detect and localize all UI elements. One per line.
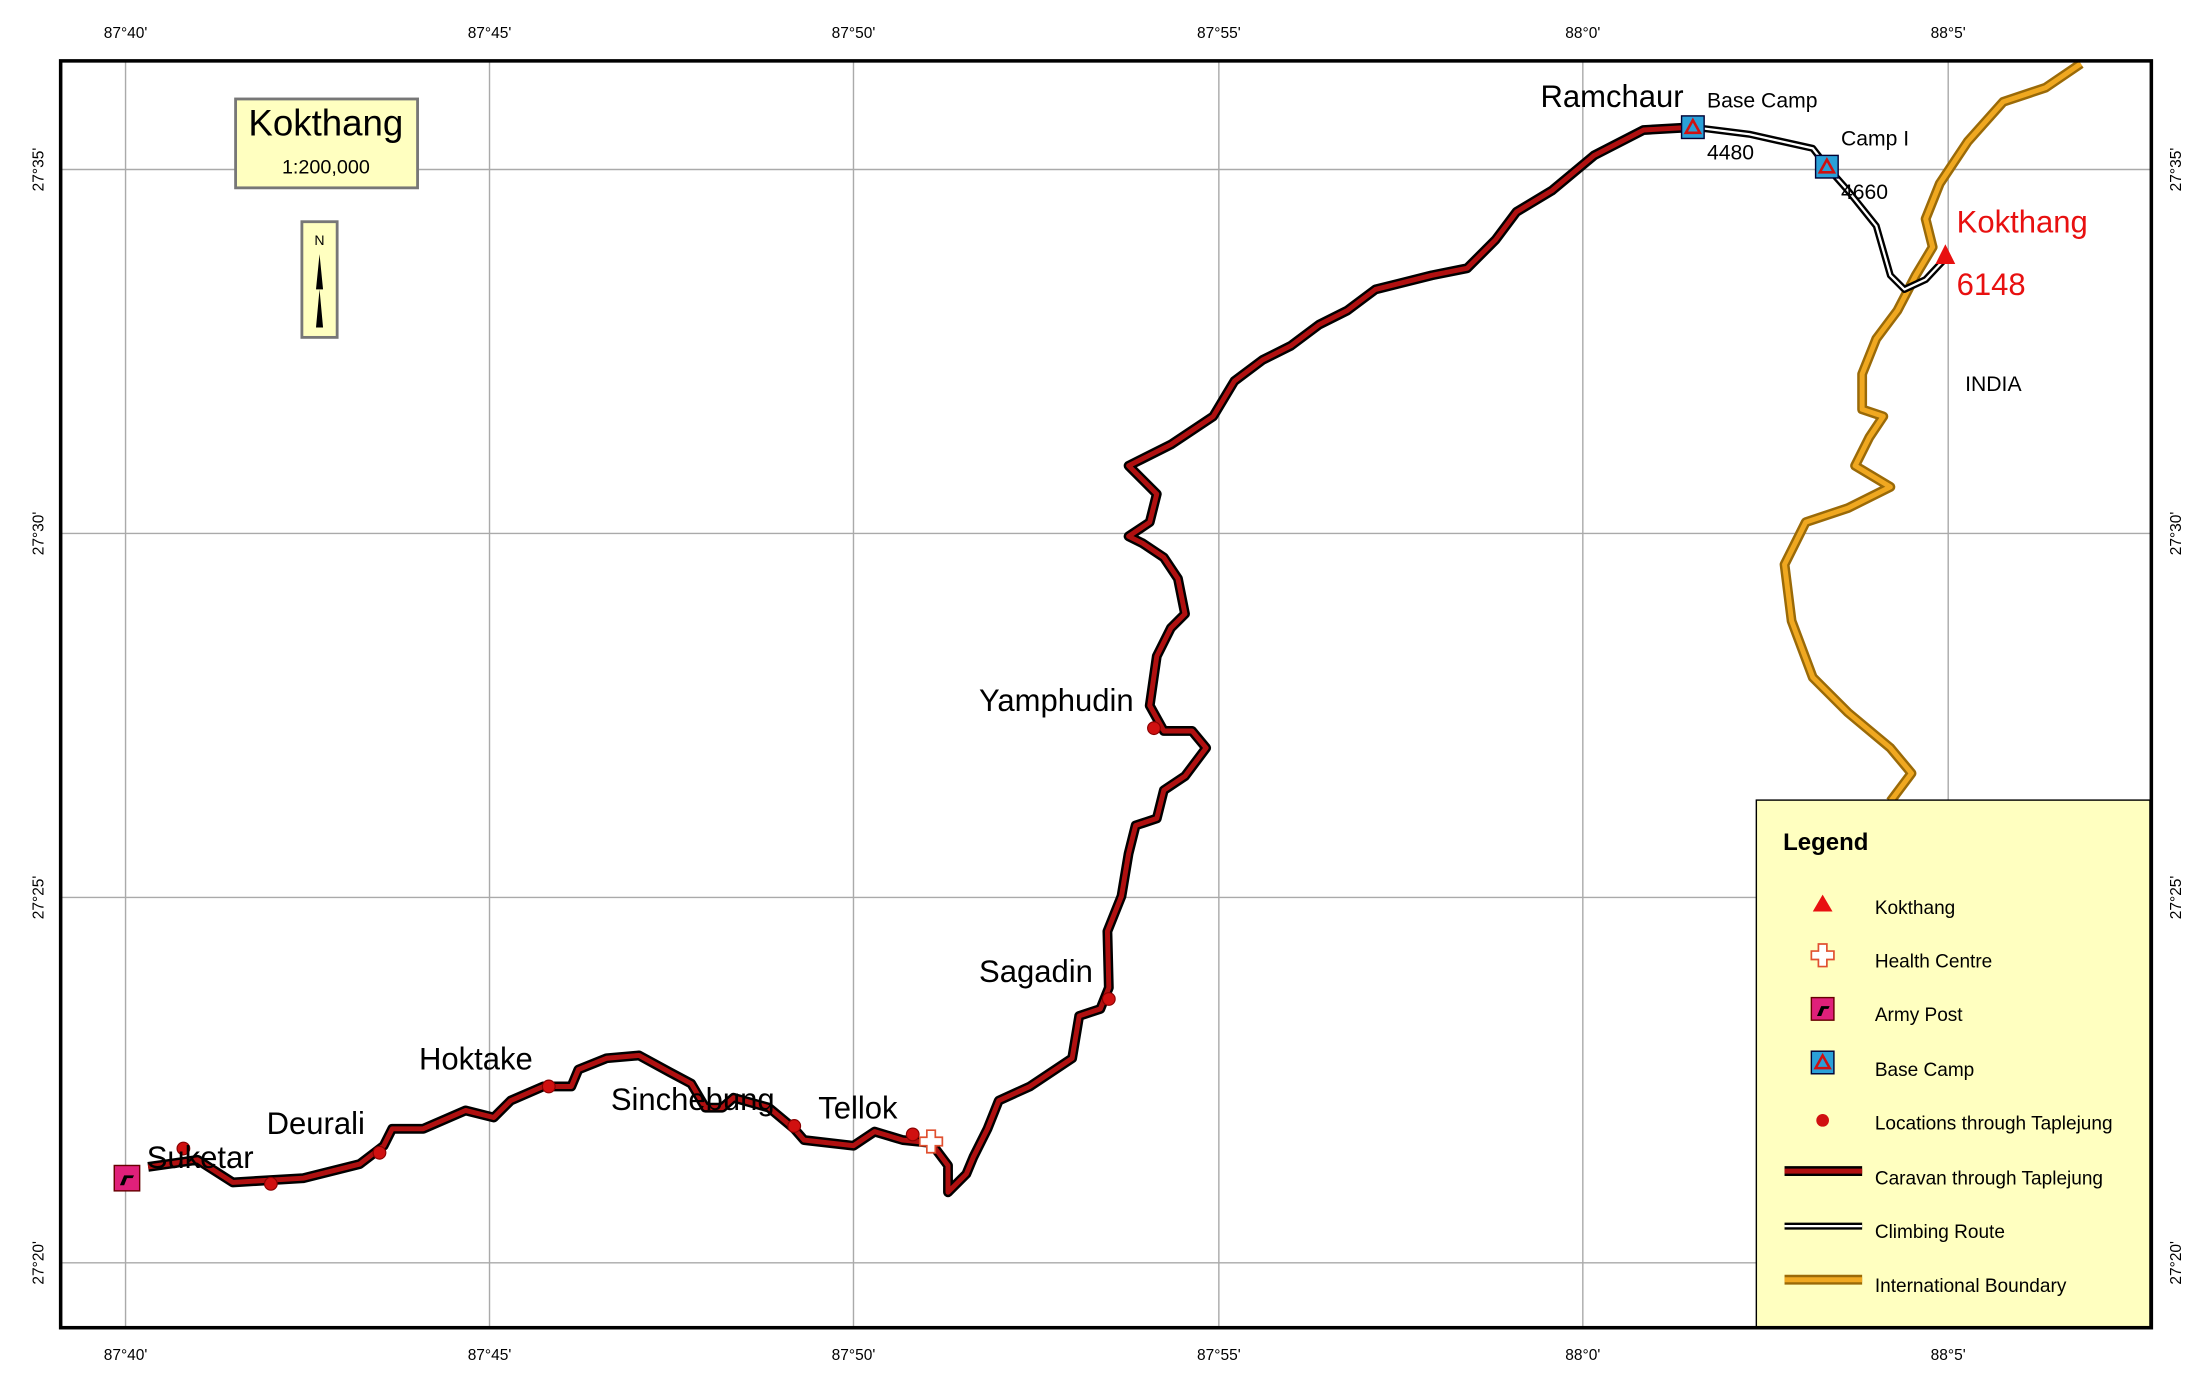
legend-item: Health Centre <box>1875 951 1992 972</box>
peak-elevation: 6148 <box>1957 267 2026 302</box>
longitude-label: 87°50' <box>832 25 876 42</box>
place-label: Hoktake <box>419 1041 533 1076</box>
camp-name: Camp I <box>1841 127 1909 150</box>
map-scale: 1:200,000 <box>282 156 370 178</box>
legend-item: Base Camp <box>1875 1060 1974 1081</box>
latitude-label: 27°20' <box>31 1241 48 1285</box>
north-arrow: N <box>300 220 339 339</box>
location-dots <box>176 721 1161 1191</box>
place-label: Tellok <box>818 1091 898 1126</box>
place-labels: Ramchaur Yamphudin Sagadin Tellok Sinche… <box>147 79 1684 1175</box>
legend-item: International Boundary <box>1875 1276 2067 1297</box>
legend-item: Climbing Route <box>1875 1222 2005 1243</box>
latitude-label: 27°35' <box>2168 148 2185 192</box>
climbing-route <box>1692 123 1950 293</box>
latitude-label: 27°35' <box>31 148 48 192</box>
longitude-labels: 87°40' 87°45' 87°50' 87°55' 88°0' 88°5' … <box>104 25 1966 1364</box>
camp-icons <box>1680 115 1839 179</box>
map-frame <box>58 59 2154 1330</box>
place-label: Suketar <box>147 1140 254 1175</box>
latitude-label: 27°30' <box>2168 512 2185 556</box>
place-label: Ramchaur <box>1541 79 1684 114</box>
peak-icon <box>1935 244 1956 265</box>
longitude-label: 88°0' <box>1565 1347 1600 1364</box>
place-label: Sagadin <box>979 954 1093 989</box>
legend-item: Locations through Taplejung <box>1875 1114 2113 1135</box>
title-box: Kokthang 1:200,000 <box>234 97 419 190</box>
country-label: INDIA <box>1965 373 2022 396</box>
latitude-labels: 27°35' 27°30' 27°25' 27°20' 27°35' 27°30… <box>31 148 2185 1285</box>
latitude-label: 27°20' <box>2168 1241 2185 1285</box>
longitude-label: 87°50' <box>832 1347 876 1364</box>
longitude-label: 87°40' <box>104 25 148 42</box>
longitude-label: 87°55' <box>1197 25 1241 42</box>
camp-elevation: 4480 <box>1707 142 1754 165</box>
legend-item: Army Post <box>1875 1005 1963 1026</box>
latitude-label: 27°25' <box>31 876 48 920</box>
latitude-label: 27°30' <box>31 512 48 556</box>
place-label: Yamphudin <box>979 683 1134 718</box>
longitude-label: 88°5' <box>1931 1347 1966 1364</box>
longitude-label: 88°5' <box>1931 25 1966 42</box>
peak-name: Kokthang <box>1957 205 2088 240</box>
longitude-label: 88°0' <box>1565 25 1600 42</box>
map-title: Kokthang <box>248 102 403 143</box>
latitude-label: 27°25' <box>2168 876 2185 920</box>
legend-item: Caravan through Taplejung <box>1875 1169 2103 1190</box>
army-post-icon <box>113 1164 141 1192</box>
camp-name: Base Camp <box>1707 89 1818 112</box>
place-label: Deurali <box>267 1106 365 1141</box>
longitude-label: 87°55' <box>1197 1347 1241 1364</box>
health-centre-icon <box>918 1129 944 1154</box>
longitude-label: 87°40' <box>104 1347 148 1364</box>
legend: Legend Kokthang Health Centre Army Post … <box>1755 799 2151 1329</box>
camp-elevation: 4660 <box>1841 181 1888 204</box>
place-label: Sinchebung <box>611 1082 775 1117</box>
camp-labels: Base Camp 4480 Camp I 4660 <box>1707 89 1909 204</box>
longitude-label: 87°45' <box>468 1347 512 1364</box>
international-boundary <box>1779 59 2084 805</box>
legend-item: Kokthang <box>1875 898 1955 919</box>
north-label: N <box>314 232 324 248</box>
longitude-label: 87°45' <box>468 25 512 42</box>
legend-title: Legend <box>1783 829 1868 856</box>
